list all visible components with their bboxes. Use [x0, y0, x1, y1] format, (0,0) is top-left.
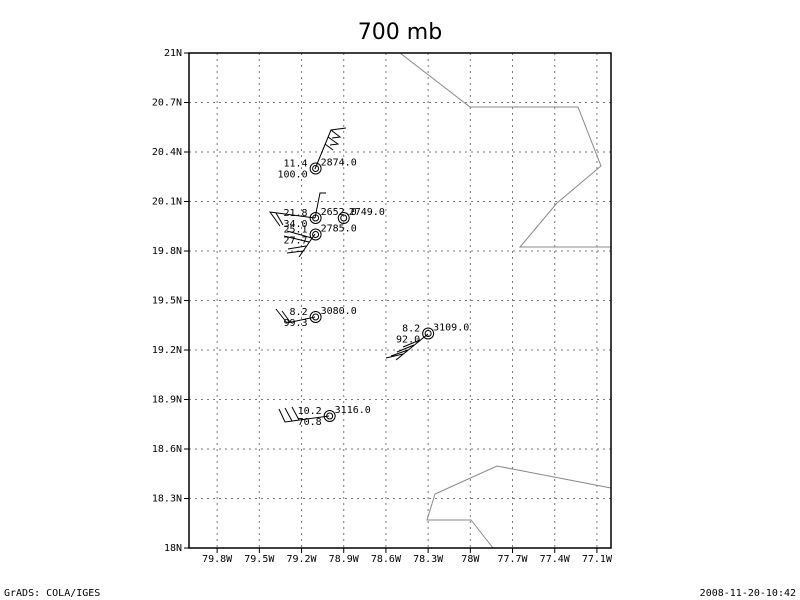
station-label: 92.0	[396, 335, 420, 346]
station-label: 3109.0	[433, 323, 469, 334]
station-label: 2874.0	[321, 158, 357, 169]
map-title: 700 mb	[358, 20, 442, 45]
station-ring	[309, 311, 322, 323]
station-label: 3116.0	[335, 405, 371, 416]
x-tick-label: 78.6W	[371, 554, 402, 565]
station-ring	[424, 330, 432, 337]
station-ring	[309, 162, 322, 175]
station-ring	[312, 214, 320, 222]
y-tick-label: 19.5N	[152, 296, 182, 307]
station-ring	[340, 214, 348, 222]
station-label: 10.2	[298, 406, 322, 417]
station-label: 8.2	[290, 307, 308, 318]
y-tick-label: 20.7N	[152, 98, 182, 109]
station-label: 11.4	[284, 159, 308, 170]
wind-barb	[314, 127, 347, 170]
station-label: 70.8	[298, 417, 322, 428]
x-tick-label: 79.2W	[286, 554, 317, 565]
station-ring	[312, 313, 320, 321]
stations: 11.4100.02874.021.834.02652.02749.025.12…	[277, 158, 469, 429]
wind-barbs	[268, 127, 429, 423]
x-tick-label: 77.1W	[582, 554, 613, 565]
station-label: 3080.0	[321, 306, 357, 317]
y-tick-label: 18N	[164, 543, 182, 554]
x-tick-label: 78.3W	[413, 554, 444, 565]
station-ring	[323, 410, 336, 422]
station-label: 100.0	[277, 170, 307, 181]
station-ring	[312, 165, 320, 172]
x-tick-label: 78.9W	[329, 554, 360, 565]
station-label: 2652.0	[321, 207, 357, 218]
station-ring	[312, 231, 320, 238]
y-tick-label: 20.1N	[152, 197, 182, 208]
y-tick-label: 19.2N	[152, 345, 182, 356]
y-tick-label: 20.4N	[152, 147, 182, 158]
station-label: 99.3	[284, 318, 308, 329]
station-ring	[422, 327, 435, 340]
station-label: 25.1	[284, 225, 308, 236]
wind-barb	[283, 230, 316, 258]
x-tick-label: 77.7W	[497, 554, 528, 565]
y-tick-label: 18.3N	[152, 494, 182, 505]
y-tick-label: 18.6N	[152, 444, 182, 455]
y-tick-label: 19.8N	[152, 246, 182, 257]
coastline	[426, 465, 612, 549]
station-label: 21.8	[284, 208, 308, 219]
x-tick-label: 77.4W	[540, 554, 571, 565]
station-label: 34.0	[284, 219, 308, 230]
station-label: 2749.0	[349, 207, 385, 218]
y-tick-label: 21N	[164, 48, 182, 59]
x-tick-label: 78W	[461, 554, 480, 565]
footer-right: 2008-11-20-10:42	[700, 588, 796, 599]
station-label: 2785.0	[321, 224, 357, 235]
station-label: 8.2	[402, 324, 420, 335]
wind-barb	[268, 192, 326, 227]
wind-barb	[385, 333, 429, 361]
x-tick-label: 79.5W	[244, 554, 275, 565]
y-tick-label: 18.9N	[152, 395, 182, 406]
x-tick-label: 79.8W	[202, 554, 233, 565]
wind-barb	[278, 406, 330, 423]
coastline	[399, 52, 611, 248]
station-ring	[309, 228, 322, 241]
wind-barb	[275, 308, 316, 324]
station-ring	[309, 212, 322, 224]
footer-left: GrADS: COLA/IGES	[4, 588, 100, 599]
station-label: 27.7	[284, 236, 308, 247]
station-ring	[326, 412, 334, 420]
station-ring	[337, 212, 350, 224]
